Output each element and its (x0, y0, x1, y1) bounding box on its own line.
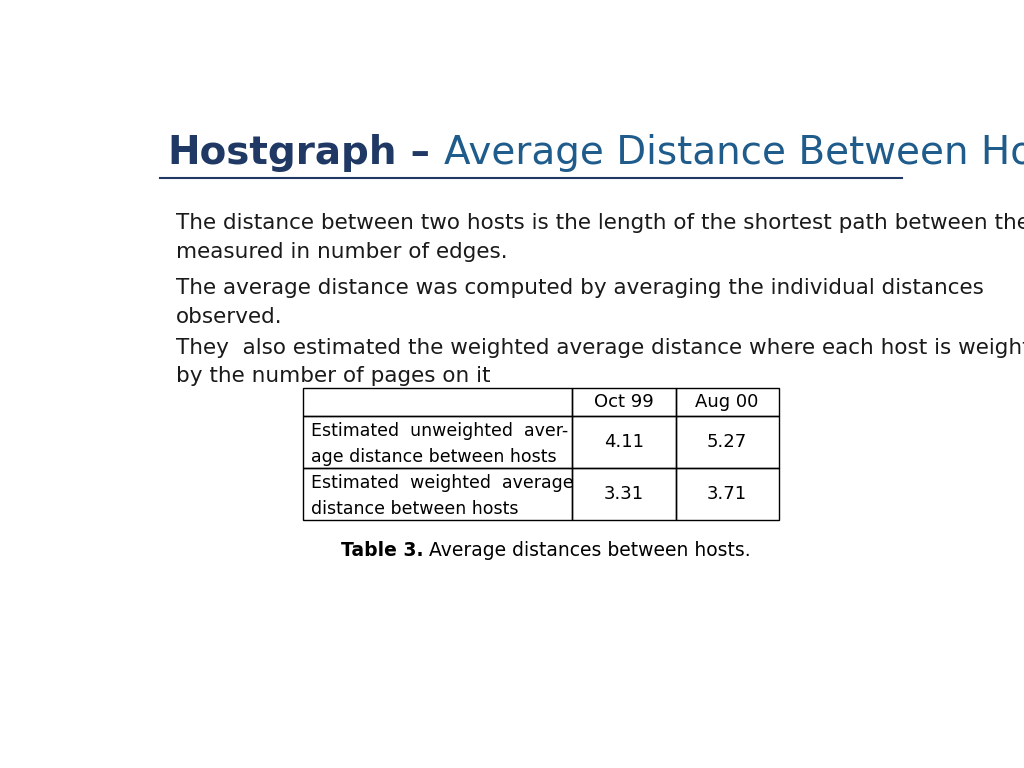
Bar (303, 416, 572, 468)
Text: –: – (397, 134, 443, 171)
Text: Average Distance Between Hosts: Average Distance Between Hosts (443, 134, 1024, 171)
Text: Average distances between hosts.: Average distances between hosts. (423, 541, 751, 560)
Text: The average distance was computed by averaging the individual distances
observed: The average distance was computed by ave… (176, 279, 983, 327)
Bar (676, 416, 779, 468)
Text: 3.31: 3.31 (604, 485, 644, 503)
Text: Aug 00: Aug 00 (695, 393, 759, 411)
Bar (303, 468, 572, 520)
Text: The distance between two hosts is the length of the shortest path between them
m: The distance between two hosts is the le… (176, 214, 1024, 262)
Text: 5.27: 5.27 (707, 433, 748, 452)
Text: Estimated  unweighted  aver-
age distance between hosts: Estimated unweighted aver- age distance … (310, 422, 567, 466)
Text: They  also estimated the weighted average distance where each host is weighted
b: They also estimated the weighted average… (176, 338, 1024, 386)
Text: 4.11: 4.11 (604, 433, 644, 452)
Text: Estimated  weighted  average
distance between hosts: Estimated weighted average distance betw… (310, 474, 573, 518)
Text: Oct 99: Oct 99 (594, 393, 654, 411)
Bar (676, 468, 779, 520)
Bar (303, 388, 572, 416)
Text: 3.71: 3.71 (708, 485, 748, 503)
Bar (572, 388, 676, 416)
Bar (572, 416, 676, 468)
Text: Table 3.: Table 3. (341, 541, 423, 560)
Bar (572, 468, 676, 520)
Text: Hostgraph: Hostgraph (168, 134, 397, 171)
Bar (676, 388, 779, 416)
